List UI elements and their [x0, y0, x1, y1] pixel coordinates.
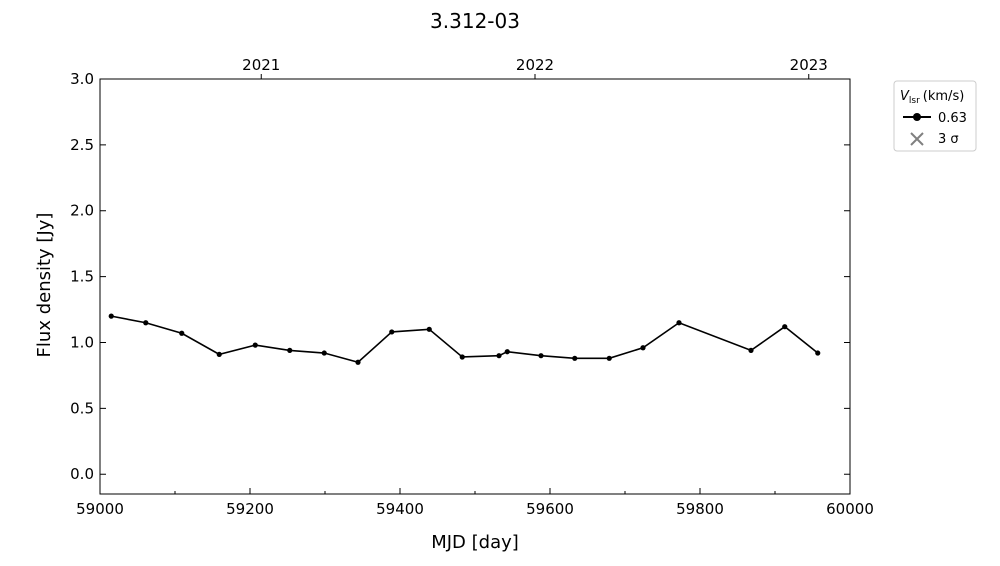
- data-point: [782, 324, 788, 330]
- plot-frame: [99, 78, 851, 495]
- legend-title-unit: (km/s): [923, 89, 965, 104]
- data-point: [748, 347, 754, 353]
- y-tick-label: 2.0: [70, 202, 94, 220]
- x-tick-label: 59800: [676, 500, 724, 518]
- data-point: [143, 320, 149, 326]
- y-tick-label: 2.5: [70, 136, 94, 154]
- data-point: [179, 330, 185, 336]
- y-tick-label: 0.5: [70, 399, 94, 417]
- data-point: [321, 350, 327, 356]
- legend-title-symbol: V: [900, 89, 910, 104]
- legend-limit-label: 3 σ: [938, 132, 959, 147]
- data-point: [355, 359, 361, 365]
- legend-title: Vlsr (km/s): [900, 89, 964, 106]
- y-tick-label: 1.5: [70, 268, 94, 286]
- data-point: [640, 345, 646, 351]
- legend-limit-marker: [910, 132, 924, 146]
- data-point: [496, 353, 502, 359]
- data-point: [538, 353, 544, 359]
- x-tick-label: 59400: [376, 500, 424, 518]
- y-tick-label: 1.0: [70, 333, 94, 351]
- data-point: [504, 349, 510, 355]
- x-axis-label: MJD [day]: [431, 532, 519, 553]
- data-point: [676, 320, 682, 326]
- legend-marker: [913, 113, 921, 121]
- chart-title: 3.312-03: [430, 9, 520, 33]
- x-tick-label: 60000: [826, 500, 874, 518]
- y-tick-label: 3.0: [70, 70, 94, 88]
- data-point: [108, 313, 114, 319]
- legend-label: 0.63: [938, 111, 967, 126]
- x2-tick-label: 2022: [516, 56, 554, 74]
- data-point: [572, 355, 578, 361]
- data-point: [426, 326, 432, 332]
- data-point: [606, 355, 612, 361]
- x-tick-label: 59000: [76, 500, 124, 518]
- data-point: [216, 351, 222, 357]
- legend: Vlsr (km/s) 0.63 3 σ: [893, 80, 977, 152]
- x2-tick-label: 2023: [790, 56, 828, 74]
- data-point: [815, 350, 821, 356]
- x-tick-label: 59200: [226, 500, 274, 518]
- y-tick-label: 0.0: [70, 465, 94, 483]
- x2-tick-label: 2021: [242, 56, 280, 74]
- data-point: [252, 342, 258, 348]
- legend-title-sub: lsr: [909, 96, 920, 106]
- x-tick-label: 59600: [526, 500, 574, 518]
- data-point: [287, 347, 293, 353]
- legend-box: [893, 80, 977, 152]
- data-point: [389, 329, 395, 335]
- y-axis-label: Flux density [Jy]: [34, 213, 55, 358]
- data-point: [459, 354, 465, 360]
